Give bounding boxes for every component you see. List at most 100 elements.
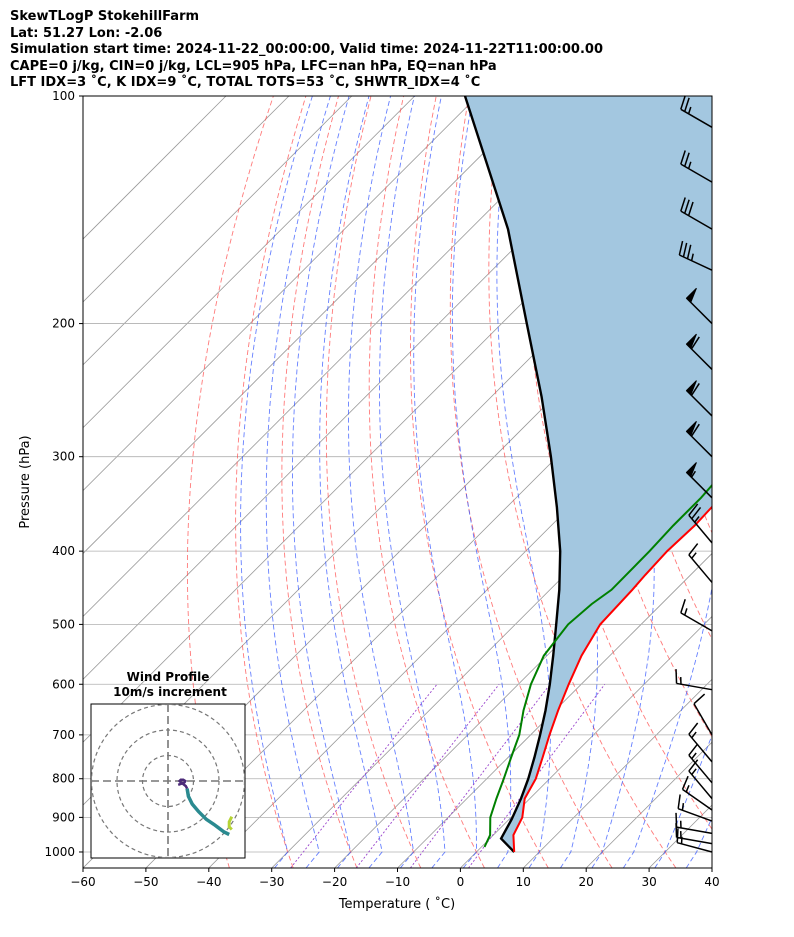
isotherm-line <box>523 678 712 868</box>
barb-full <box>690 336 700 350</box>
parcel-profile-line <box>463 96 562 853</box>
wind-barb <box>685 462 713 499</box>
barb-staff <box>682 788 713 811</box>
barb-full <box>682 242 688 258</box>
wind-barb <box>680 95 713 128</box>
barb-full <box>688 722 699 735</box>
barb-half <box>690 253 694 261</box>
barb-full <box>681 775 689 790</box>
wind-barb <box>676 828 713 853</box>
wind-barb <box>685 420 713 458</box>
barb-pennant <box>685 333 697 350</box>
barb-full <box>684 152 690 167</box>
y-tick-label: 100 <box>52 89 75 103</box>
y-tick-label: 800 <box>52 772 75 786</box>
temperature-line <box>512 505 712 853</box>
isotherm-line <box>83 96 478 492</box>
profile-lines <box>463 96 712 853</box>
barb-staff <box>688 514 713 544</box>
cape-line: CAPE=0 j/kg, CIN=0 j/kg, LCL=905 hPa, LF… <box>10 58 497 74</box>
barb-half <box>684 608 688 616</box>
barb-pennant <box>685 380 697 396</box>
barb-staff <box>676 826 713 835</box>
hodograph-plot <box>91 704 245 858</box>
isotherm-line <box>83 96 290 303</box>
barb-half <box>690 470 697 478</box>
hodograph-title: Wind Profile <box>127 670 210 684</box>
barb-staff <box>679 254 713 271</box>
y-tick-label: 200 <box>52 317 75 331</box>
barb-staff <box>693 703 713 736</box>
isotherm-line <box>83 96 541 555</box>
barb-full <box>684 97 690 112</box>
barb-full <box>687 201 694 216</box>
barb-full <box>680 599 686 614</box>
barb-full <box>680 197 686 212</box>
mixing-ratio-line <box>355 684 500 868</box>
barb-half <box>691 768 697 775</box>
moist-adiabat-line <box>548 96 598 868</box>
wind-barb <box>688 543 713 583</box>
y-axis-label: Pressure (hPa) <box>18 435 33 528</box>
dry-adiabat-line <box>762 96 794 868</box>
isotherm-line <box>83 96 604 617</box>
barb-full <box>688 543 699 556</box>
y-tick-label: 1000 <box>44 845 75 859</box>
dry-adiabat-line <box>368 96 485 868</box>
moist-adiabat-line <box>718 96 794 868</box>
hodograph-subtitle: 10m/s increment <box>113 685 227 699</box>
wind-barb <box>677 794 713 822</box>
location-line: Lat: 51.27 Lon: -2.06 <box>10 25 163 41</box>
barb-full <box>680 95 686 110</box>
x-tick-label: −20 <box>322 875 347 889</box>
cape-shading <box>465 96 712 852</box>
barb-half <box>681 803 685 811</box>
y-tick-label: 300 <box>52 450 75 464</box>
dry-adiabat-line <box>525 96 712 830</box>
dry-adiabat-line <box>186 96 274 868</box>
x-tick-label: −40 <box>196 875 221 889</box>
isotherm-line <box>83 96 353 366</box>
moist-adiabat-line <box>654 734 712 868</box>
dry-adiabat-line <box>281 96 358 868</box>
moist-adiabat-line <box>240 96 313 868</box>
wind-barb <box>685 380 713 417</box>
cape-fill-area <box>465 96 712 852</box>
barb-full <box>680 150 686 165</box>
x-tick-label: −60 <box>70 875 95 889</box>
barb-staff <box>680 163 713 183</box>
chart-title: SkewTLogP StokehillFarm <box>10 9 200 24</box>
moist-adiabat-line <box>379 96 446 868</box>
barb-full <box>691 506 702 520</box>
barb-staff <box>688 754 713 784</box>
barb-full <box>686 244 692 259</box>
barb-half <box>691 752 697 760</box>
dewpoint-line <box>483 483 712 848</box>
chart-header: SkewTLogP StokehillFarm Lat: 51.27 Lon: … <box>10 9 603 92</box>
barb-half <box>685 785 690 793</box>
moist-adiabat-line <box>265 96 331 868</box>
x-tick-label: 20 <box>579 875 594 889</box>
wind-barb <box>680 150 713 183</box>
wind-barb <box>675 669 713 691</box>
x-tick-label: 0 <box>457 875 465 889</box>
moist-adiabat-line <box>292 96 352 868</box>
barb-full <box>688 759 699 772</box>
barb-pennant <box>685 420 697 437</box>
isotherm-line <box>145 301 712 868</box>
barb-full <box>677 794 681 809</box>
barb-full <box>678 240 684 256</box>
barb-full <box>690 383 700 396</box>
barb-full <box>675 669 678 684</box>
isotherm-line <box>397 552 712 868</box>
y-tick-label: 600 <box>52 677 75 691</box>
moist-adiabat-line <box>413 96 477 868</box>
barb-full <box>675 823 678 838</box>
barb-staff <box>688 733 713 763</box>
isotherm-line <box>334 490 712 868</box>
wind-barbs <box>675 95 713 853</box>
moist-adiabat-line <box>319 96 383 868</box>
barb-staff <box>688 770 713 800</box>
axis-ticks: −60 −50 −40 −30 −20 −10 0 10 20 30 40 1000 900 800 700… <box>44 89 719 889</box>
